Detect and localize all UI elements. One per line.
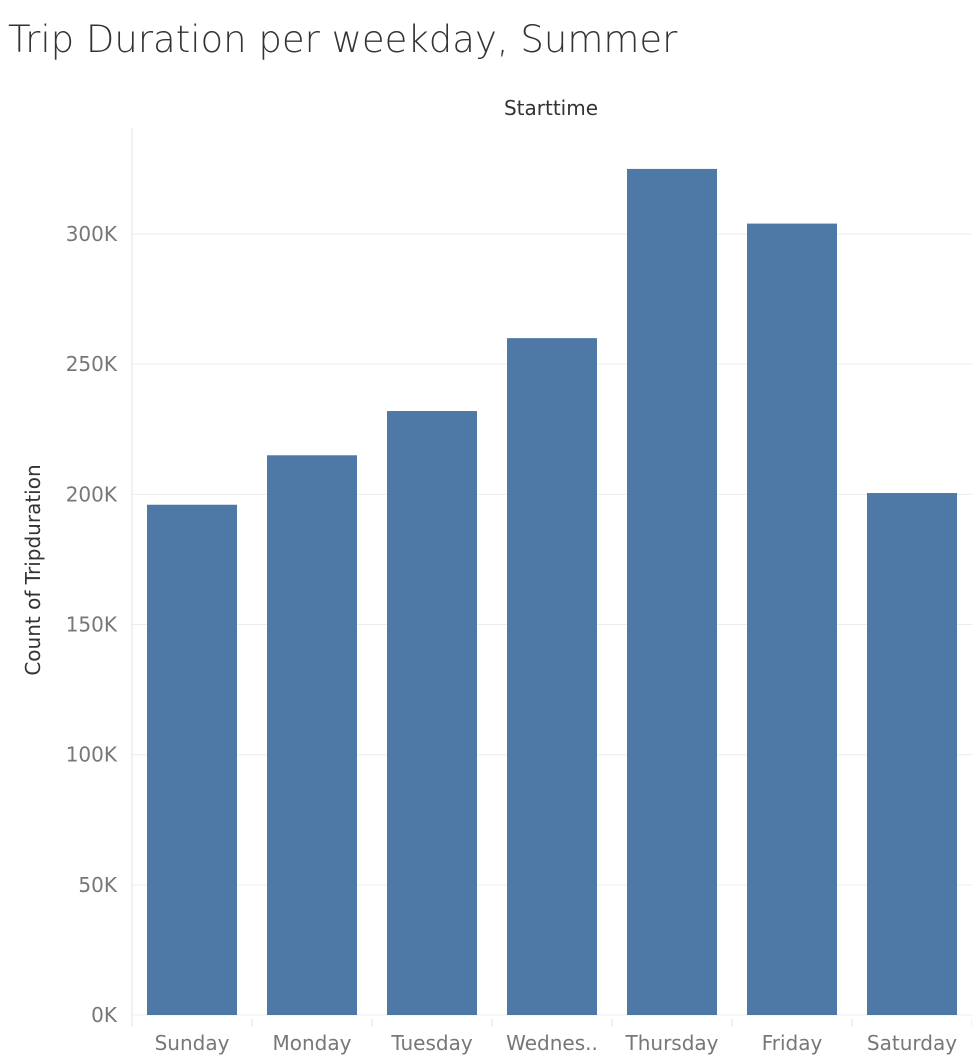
x-tick-label: Wednes..	[506, 1031, 598, 1055]
column-header-label: Starttime	[504, 96, 598, 120]
bar-friday[interactable]	[747, 223, 837, 1015]
bar-saturday[interactable]	[867, 493, 957, 1015]
x-tick-label: Sunday	[155, 1031, 230, 1055]
x-tick-label: Saturday	[867, 1031, 957, 1055]
chart-title: Trip Duration per weekday, Summer	[8, 18, 678, 61]
y-tick-label: 0K	[91, 1003, 118, 1027]
y-tick-label: 150K	[66, 613, 118, 637]
y-tick-label: 200K	[66, 482, 118, 506]
bar-tuesday[interactable]	[387, 411, 477, 1015]
x-tick-label: Friday	[762, 1031, 823, 1055]
y-axis-ticks: 0K 50K 100K 150K 200K 250K 300K	[66, 222, 118, 1027]
bar-thursday[interactable]	[627, 168, 717, 1015]
x-tick-label: Monday	[273, 1031, 352, 1055]
bar-monday[interactable]	[267, 455, 357, 1015]
x-tick-label: Tuesday	[390, 1031, 473, 1055]
bar-wednes[interactable]	[507, 338, 597, 1016]
y-axis-title: Count of Tripduration	[21, 464, 45, 675]
bars	[147, 168, 957, 1016]
y-tick-label: 250K	[66, 352, 118, 376]
bar-sunday[interactable]	[147, 504, 237, 1015]
x-axis-ticks: Sunday Monday Tuesday Wednes.. Thursday Frida…	[155, 1031, 958, 1055]
y-tick-label: 300K	[66, 222, 118, 246]
x-tick-label: Thursday	[625, 1031, 719, 1055]
y-tick-label: 50K	[78, 873, 117, 897]
y-tick-label: 100K	[66, 743, 118, 767]
